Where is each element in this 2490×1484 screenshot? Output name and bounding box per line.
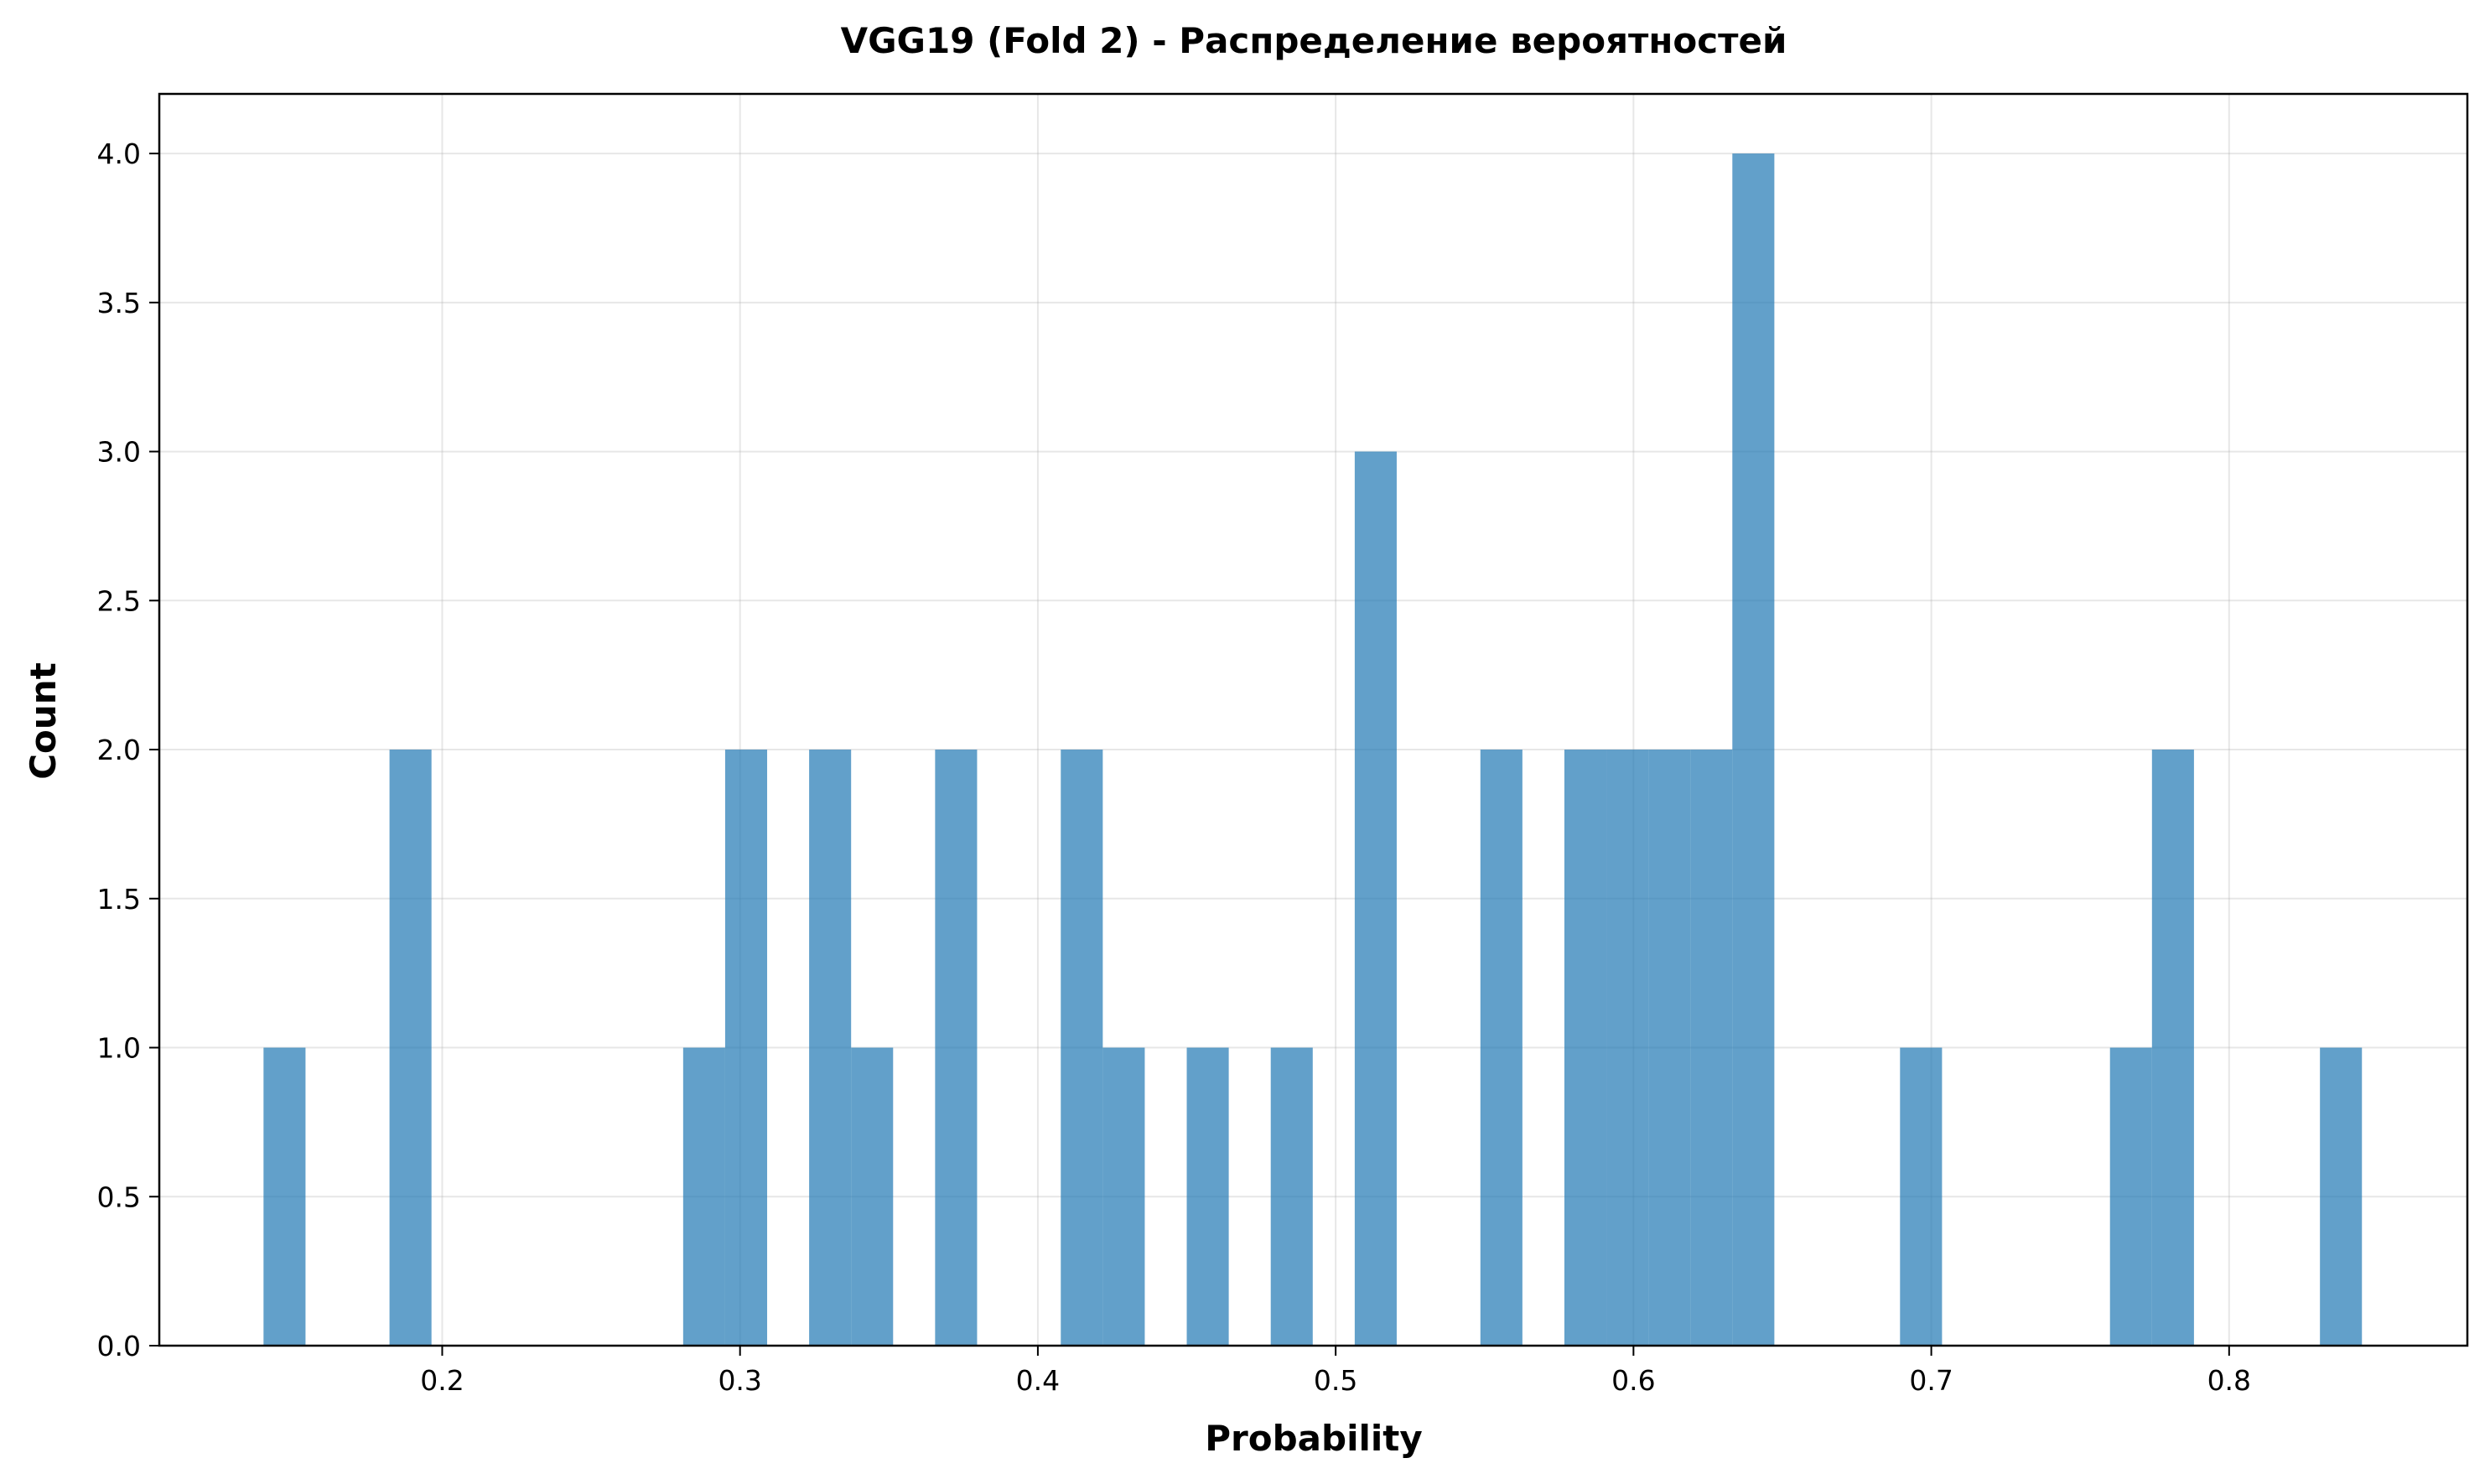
x-tick-label: 0.8	[2207, 1364, 2251, 1397]
x-tick-label: 0.6	[1611, 1364, 1655, 1397]
plot-frame	[158, 92, 2469, 1347]
histogram-bar	[1732, 153, 1775, 1346]
histogram-bar	[724, 750, 768, 1346]
x-tick-label: 0.7	[1909, 1364, 1953, 1397]
histogram-bar	[1061, 750, 1103, 1346]
y-tick-label: 0.0	[97, 1330, 141, 1362]
histogram-bar	[1354, 451, 1397, 1346]
x-tick-label: 0.4	[1016, 1364, 1060, 1397]
histogram-bar	[1102, 1047, 1145, 1346]
y-tick-label: 4.0	[97, 138, 141, 170]
y-tick-label: 3.5	[97, 287, 141, 319]
y-tick-label: 0.5	[97, 1180, 141, 1213]
histogram-bar	[263, 1047, 306, 1346]
histogram-bar	[389, 750, 432, 1346]
histogram-bar	[1900, 1047, 1943, 1346]
x-tick-label: 0.3	[718, 1364, 761, 1397]
histogram-bar	[2109, 1047, 2152, 1346]
histogram-bar	[1186, 1047, 1229, 1346]
histogram-bar	[1564, 750, 1607, 1346]
histogram-bars	[263, 153, 2363, 1346]
y-axis-title: Count	[23, 662, 64, 780]
y-tick-label: 2.0	[97, 734, 141, 766]
histogram-bar	[809, 750, 852, 1346]
x-tick-label: 0.2	[420, 1364, 464, 1397]
x-axis-title: Probability	[1205, 1418, 1422, 1459]
histogram-bar	[2151, 750, 2194, 1346]
y-tick-label: 1.5	[97, 883, 141, 916]
histogram-bar	[682, 1047, 725, 1346]
y-tick-label: 1.0	[97, 1032, 141, 1065]
histogram-bar	[1690, 750, 1733, 1346]
histogram-bar	[935, 750, 978, 1346]
y-tick-label: 3.0	[97, 436, 141, 469]
histogram-bar	[851, 1047, 894, 1346]
chart-title: VGG19 (Fold 2) - Распределение вероятнос…	[841, 20, 1787, 61]
histogram-bar	[1606, 750, 1649, 1346]
axis-ticks: 0.2 0.3 0.4 0.5 0.6 0.7 0.8 0.0 0.5 1.0 1.5 2.0 2.5 3…	[97, 138, 2252, 1397]
y-tick-label: 2.5	[97, 584, 141, 617]
histogram-bar	[1270, 1047, 1313, 1346]
x-tick-label: 0.5	[1314, 1364, 1357, 1397]
histogram-bar	[1480, 750, 1523, 1346]
histogram-bar	[1648, 750, 1691, 1346]
histogram-bar	[2320, 1047, 2363, 1346]
